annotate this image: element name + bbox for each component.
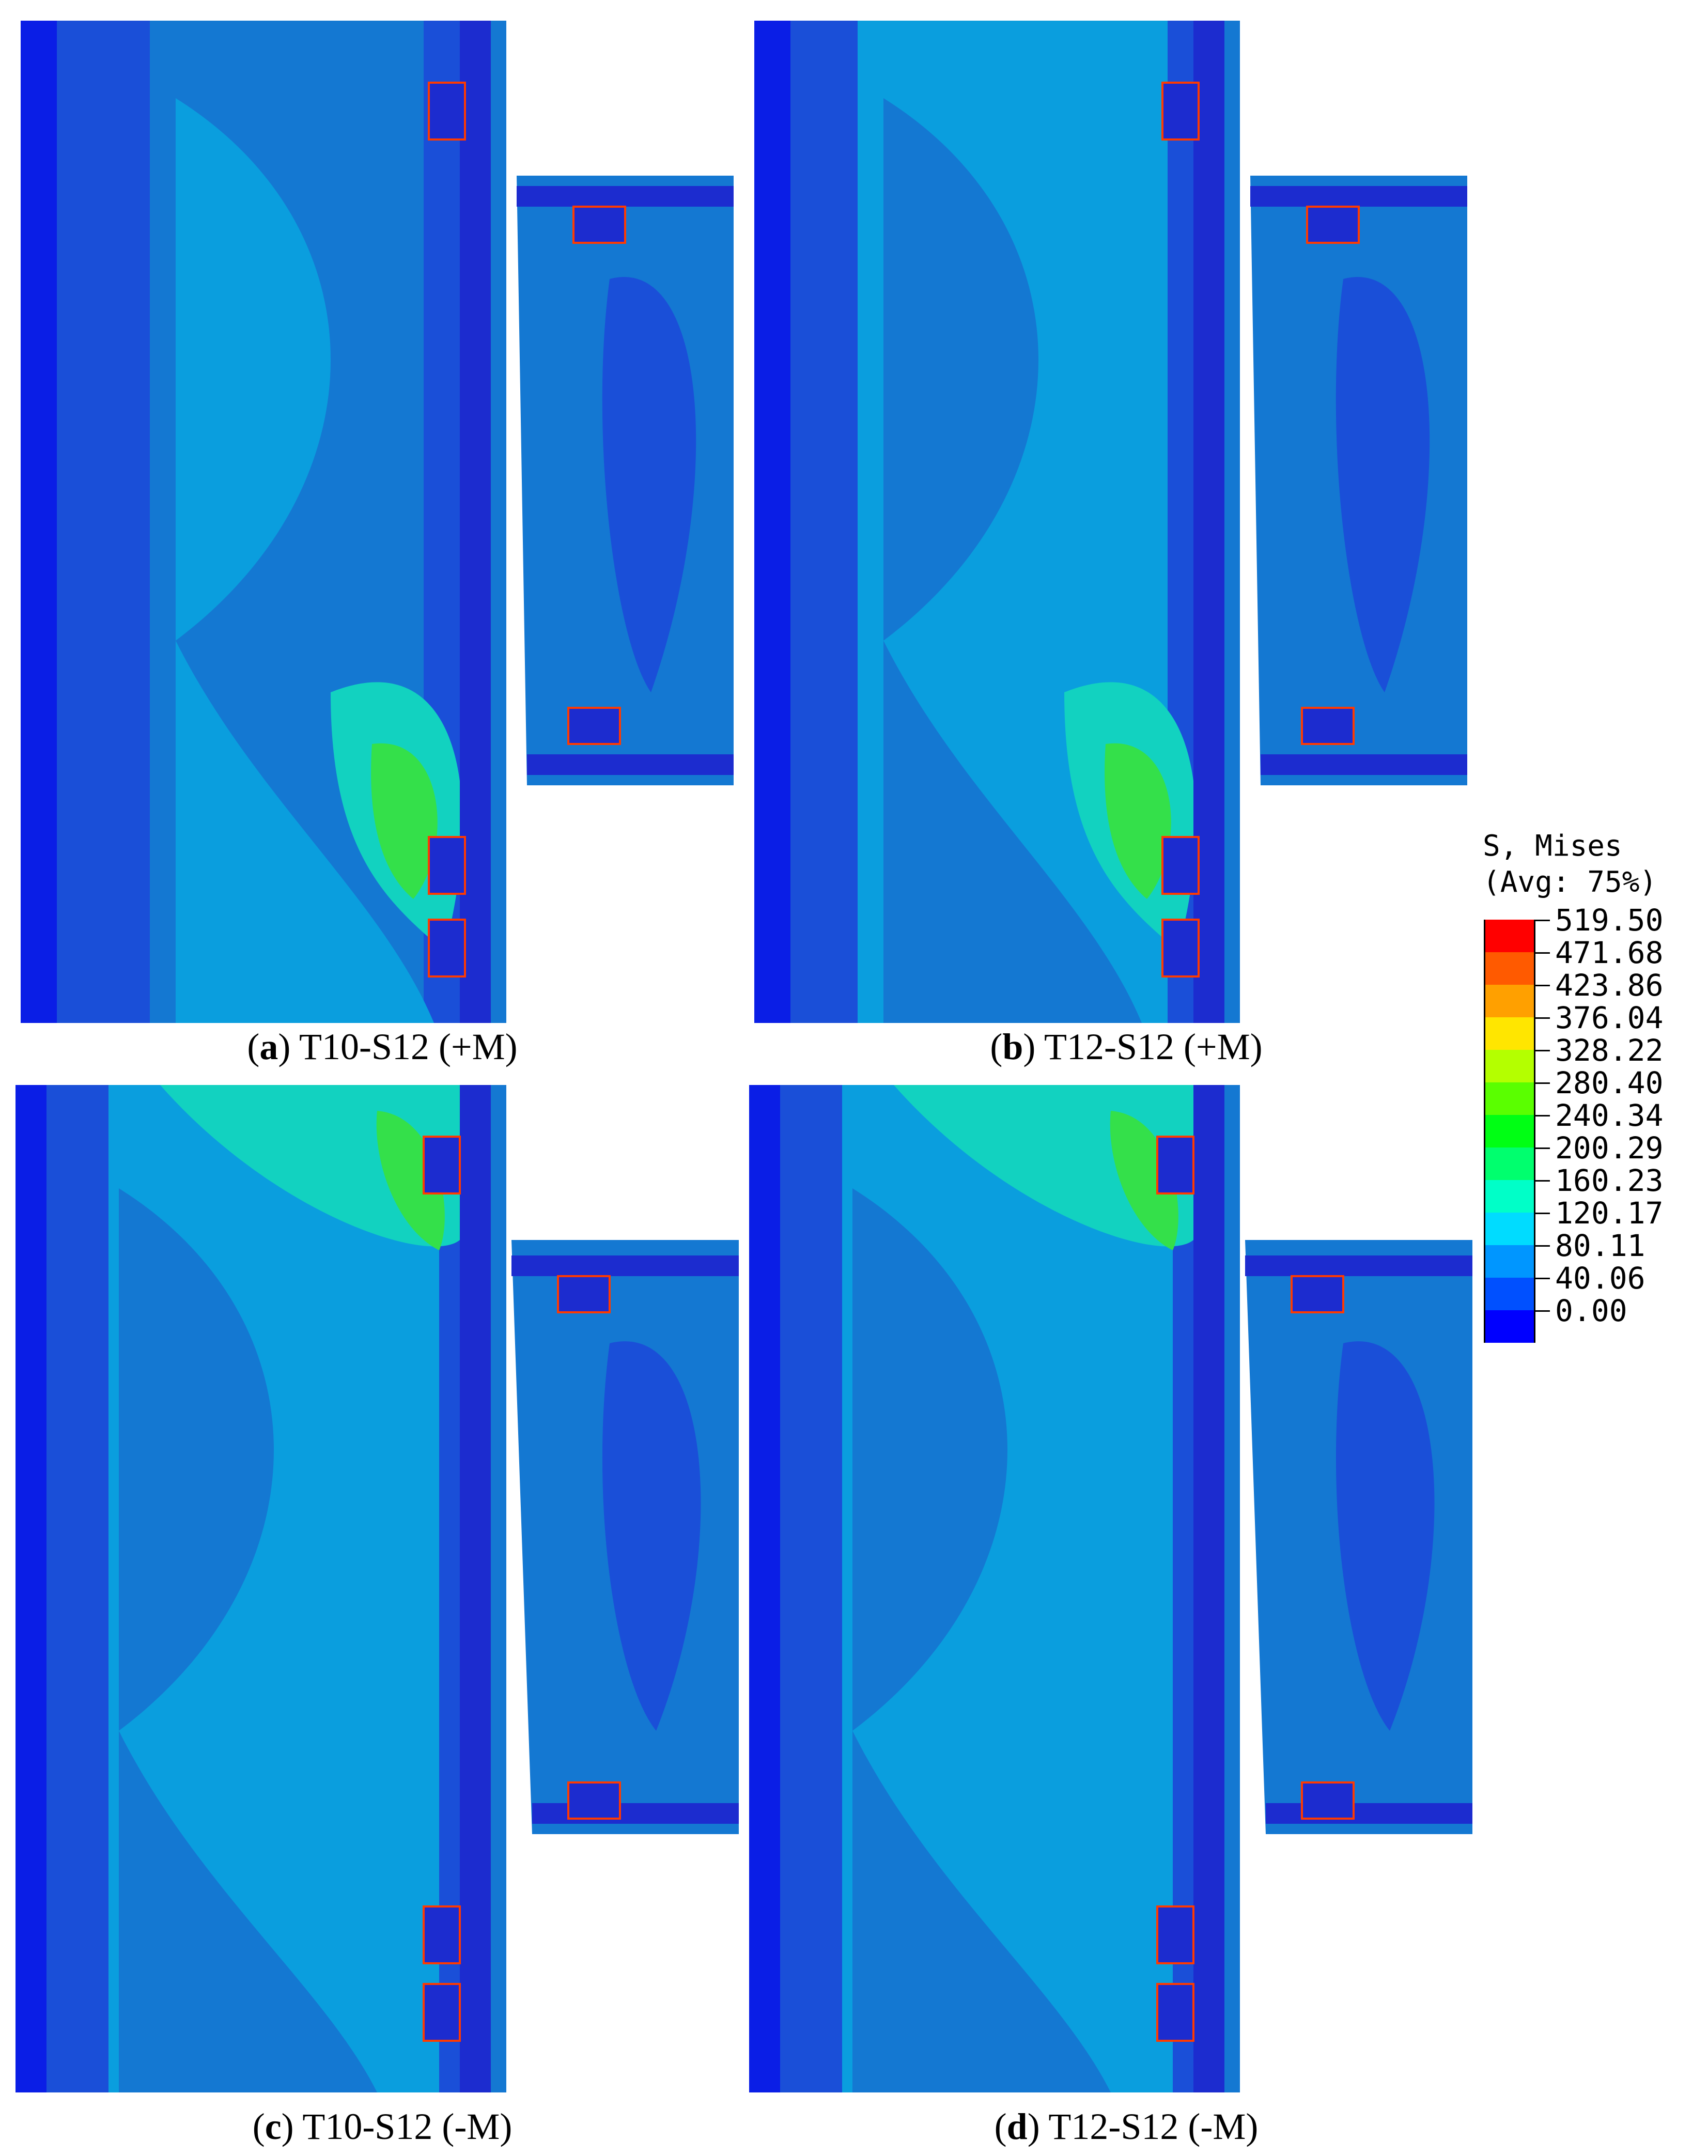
legend-tick (1535, 1115, 1550, 1116)
caption-a: (a) T10-S12 (+M) (247, 1026, 518, 1067)
caption-label: T12-S12 (+M) (1035, 1026, 1263, 1067)
legend-tick (1535, 1180, 1550, 1182)
legend-swatch (1484, 1147, 1535, 1180)
legend-value: 328.22 (1555, 1033, 1664, 1068)
legend-value: 519.50 (1555, 903, 1664, 938)
legend-title: S, Mises (1483, 829, 1622, 863)
legend-value: 120.17 (1555, 1196, 1664, 1231)
end-plate (460, 21, 506, 1023)
legend-tick (1535, 1245, 1550, 1247)
contour-panel-b (754, 21, 1467, 1023)
end-plate (1193, 1085, 1240, 2092)
bolts (1161, 82, 1360, 978)
legend-swatch (1484, 1050, 1535, 1082)
caption-letter: a (259, 1026, 278, 1067)
caption-c: (c) T10-S12 (-M) (252, 2106, 513, 2147)
beam-region (1250, 176, 1467, 785)
legend-swatch (1484, 1310, 1535, 1343)
legend-value: 200.29 (1555, 1130, 1664, 1166)
legend-swatch (1484, 1082, 1535, 1115)
legend-tick (1535, 920, 1550, 921)
legend-swatch (1484, 952, 1535, 985)
caption-letter: c (265, 2106, 282, 2147)
legend-tick (1535, 1213, 1550, 1214)
caption-label: T12-S12 (-M) (1039, 2106, 1259, 2147)
legend-subtitle: (Avg: 75%) (1483, 865, 1657, 899)
contour-panel-c (15, 1085, 739, 2092)
legend-value: 423.86 (1555, 968, 1664, 1003)
column-region (749, 1085, 1209, 2092)
legend-value: 160.23 (1555, 1163, 1664, 1198)
bolts (1156, 1136, 1355, 2042)
caption-d: (d) T12-S12 (-M) (994, 2106, 1259, 2147)
legend-value: 80.11 (1555, 1228, 1645, 1263)
legend-swatch (1484, 920, 1535, 952)
legend-swatch (1484, 1278, 1535, 1310)
column-region (21, 21, 480, 1023)
caption-label: T10-S12 (-M) (293, 2106, 513, 2147)
legend-swatch (1484, 985, 1535, 1017)
legend-swatch (1484, 1245, 1535, 1278)
legend-swatch (1484, 1115, 1535, 1147)
legend-value: 471.68 (1555, 935, 1664, 970)
end-plate (460, 1085, 506, 2092)
beam-region (517, 176, 734, 785)
legend-tick (1535, 1310, 1550, 1312)
legend-value: 0.00 (1555, 1293, 1627, 1328)
legend-tick (1535, 1050, 1550, 1051)
legend-value: 40.06 (1555, 1261, 1645, 1296)
legend-tick (1535, 1278, 1550, 1279)
legend-tick (1535, 952, 1550, 954)
legend-swatch (1484, 1180, 1535, 1213)
bolts (423, 1136, 621, 2042)
beam-region (1245, 1240, 1472, 1834)
contour-panel-d (749, 1085, 1472, 2092)
legend-tick (1535, 1147, 1550, 1149)
column-region (15, 1085, 475, 2092)
legend-value: 280.40 (1555, 1065, 1664, 1100)
contour-panel-a (21, 21, 734, 1023)
legend-swatch (1484, 1017, 1535, 1050)
caption-letter: d (1006, 2106, 1028, 2147)
caption-letter: b (1002, 1026, 1023, 1067)
legend-value: 240.34 (1555, 1098, 1664, 1133)
caption-label: T10-S12 (+M) (290, 1026, 518, 1067)
column-region (754, 21, 1214, 1023)
end-plate (1193, 21, 1240, 1023)
legend-tick (1535, 1017, 1550, 1019)
caption-b: (b) T12-S12 (+M) (990, 1026, 1263, 1067)
legend-tick (1535, 1082, 1550, 1084)
beam-region (511, 1240, 739, 1834)
bolts (428, 82, 626, 978)
legend-tick (1535, 985, 1550, 986)
legend-value: 376.04 (1555, 1000, 1664, 1035)
stress-legend: S, Mises (Avg: 75%) 519.50 471.68 423.86 37… (1478, 832, 1695, 1348)
legend-swatch (1484, 1213, 1535, 1245)
